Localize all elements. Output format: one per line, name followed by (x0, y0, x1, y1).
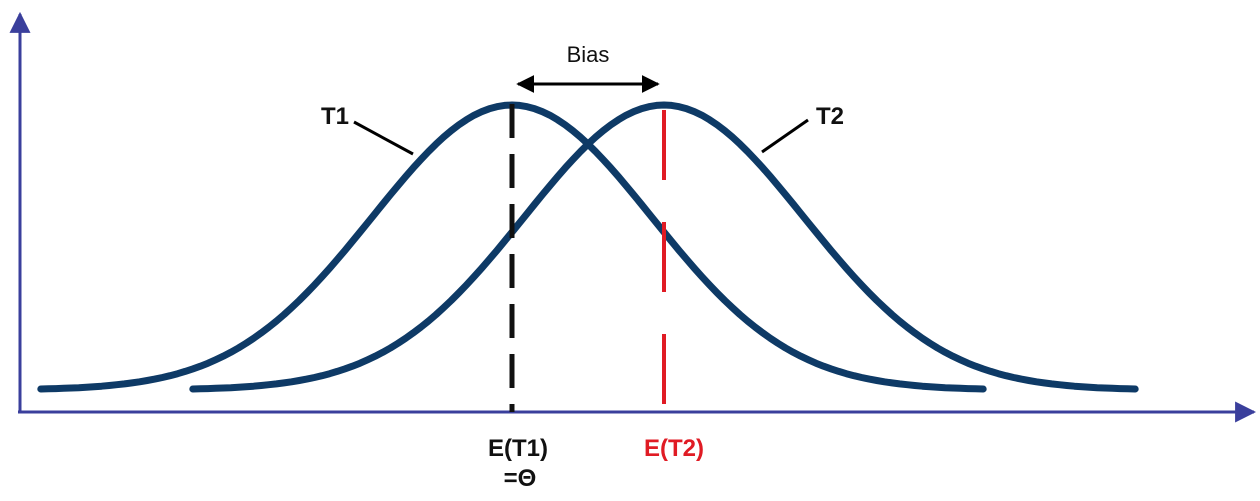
t2-distribution-curve (189, 101, 1139, 393)
theta-label: =Θ (504, 465, 537, 492)
t2-leader-line (761, 118, 809, 154)
e-t2-label: E(T2) (644, 435, 704, 462)
t1-distribution-curve (37, 101, 987, 393)
bias-label: Bias (567, 42, 610, 67)
t2-label: T2 (816, 103, 844, 130)
t1-label: T1 (321, 103, 349, 130)
e-t1-label: E(T1) (488, 435, 548, 462)
t1-leader-line (353, 120, 414, 156)
